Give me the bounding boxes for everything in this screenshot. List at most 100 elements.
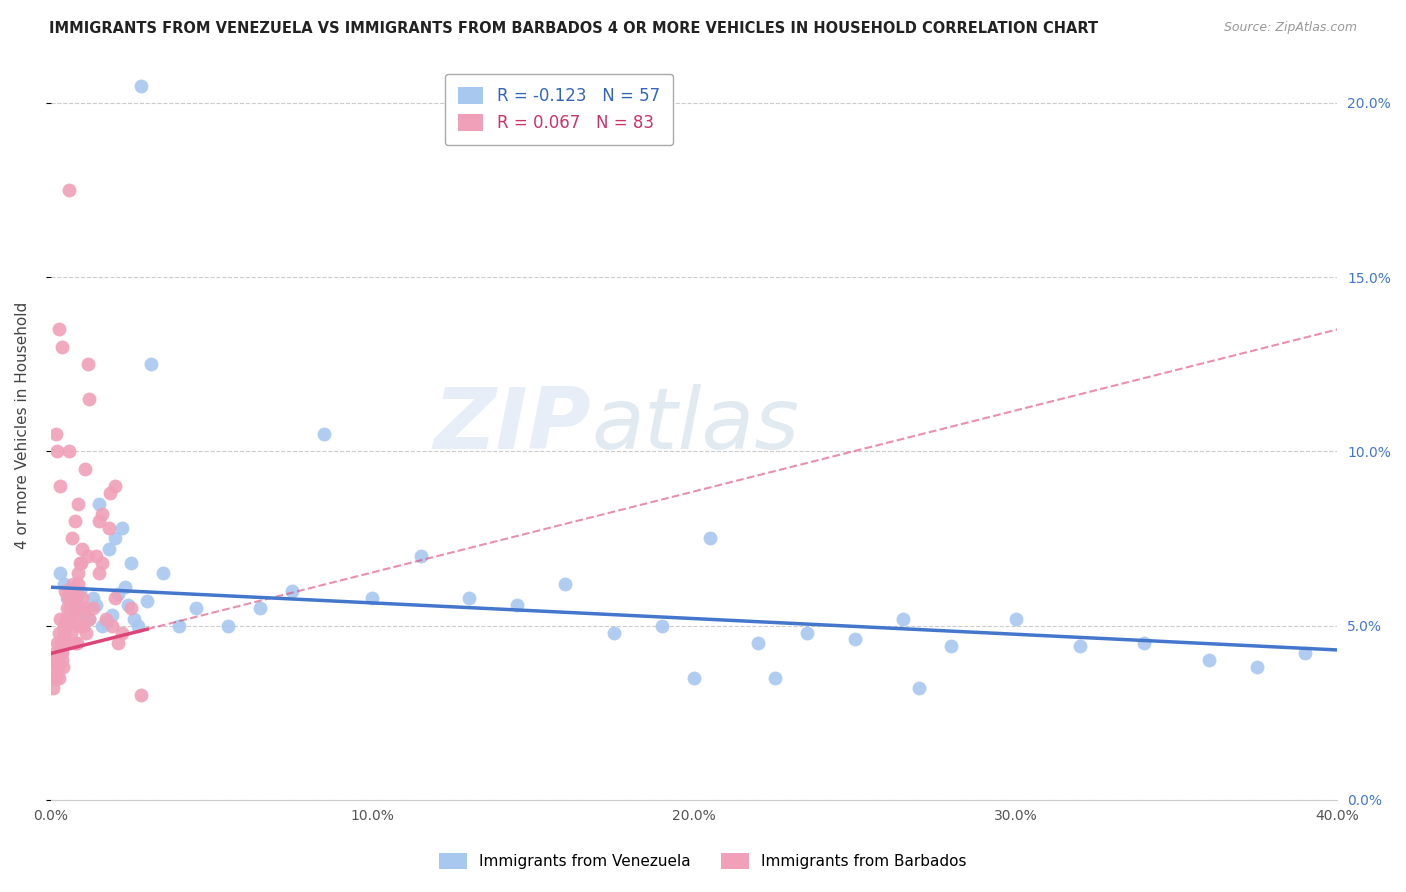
Point: [651, 618, 673, 632]
Point: [506, 598, 529, 612]
Point: [91, 507, 114, 521]
Point: [602, 625, 624, 640]
Point: [70, 618, 93, 632]
Point: [124, 611, 146, 625]
Point: [110, 625, 132, 640]
Point: [52, 618, 75, 632]
Point: [101, 618, 124, 632]
Point: [941, 640, 963, 654]
Point: [91, 556, 114, 570]
Point: [844, 632, 866, 647]
Point: [69, 601, 91, 615]
Point: [1294, 647, 1316, 661]
Point: [763, 671, 786, 685]
Legend: Immigrants from Venezuela, Immigrants from Barbados: Immigrants from Venezuela, Immigrants fr…: [433, 847, 973, 875]
Point: [249, 601, 271, 615]
Point: [58, 444, 80, 458]
Text: IMMIGRANTS FROM VENEZUELA VS IMMIGRANTS FROM BARBADOS 4 OR MORE VEHICLES IN HOUS: IMMIGRANTS FROM VENEZUELA VS IMMIGRANTS …: [49, 21, 1098, 36]
Point: [65, 636, 87, 650]
Point: [59, 625, 82, 640]
Point: [48, 625, 70, 640]
Point: [101, 608, 124, 623]
Point: [73, 601, 96, 615]
Point: [94, 611, 117, 625]
Point: [217, 618, 239, 632]
Point: [67, 618, 90, 632]
Point: [94, 615, 117, 629]
Point: [59, 594, 82, 608]
Point: [44, 653, 66, 667]
Point: [1133, 636, 1156, 650]
Point: [63, 583, 86, 598]
Point: [48, 671, 70, 685]
Point: [69, 556, 91, 570]
Point: [104, 532, 127, 546]
Point: [97, 541, 120, 556]
Point: [361, 591, 384, 605]
Point: [44, 647, 66, 661]
Text: atlas: atlas: [591, 384, 799, 467]
Point: [49, 479, 72, 493]
Point: [48, 322, 70, 336]
Point: [52, 576, 75, 591]
Point: [59, 601, 82, 615]
Point: [75, 625, 97, 640]
Point: [56, 591, 79, 605]
Point: [129, 78, 152, 93]
Point: [70, 556, 93, 570]
Point: [139, 357, 162, 371]
Point: [49, 636, 72, 650]
Point: [91, 618, 114, 632]
Point: [1069, 640, 1091, 654]
Point: [62, 576, 84, 591]
Point: [58, 183, 80, 197]
Point: [120, 601, 142, 615]
Point: [46, 636, 69, 650]
Point: [1246, 660, 1268, 674]
Point: [60, 611, 83, 625]
Point: [79, 392, 101, 406]
Point: [1198, 653, 1220, 667]
Point: [314, 426, 336, 441]
Point: [79, 611, 101, 625]
Point: [152, 566, 174, 581]
Point: [46, 444, 69, 458]
Point: [98, 486, 121, 500]
Point: [114, 580, 136, 594]
Point: [52, 660, 75, 674]
Point: [458, 591, 481, 605]
Point: [72, 591, 94, 605]
Point: [53, 636, 76, 650]
Point: [891, 611, 914, 625]
Point: [65, 587, 87, 601]
Point: [53, 583, 76, 598]
Point: [53, 625, 76, 640]
Point: [136, 594, 159, 608]
Point: [281, 583, 304, 598]
Point: [117, 598, 139, 612]
Point: [908, 681, 931, 696]
Point: [70, 541, 93, 556]
Point: [554, 576, 576, 591]
Point: [42, 681, 65, 696]
Point: [84, 549, 107, 563]
Text: ZIP: ZIP: [433, 384, 591, 467]
Point: [63, 514, 86, 528]
Point: [110, 521, 132, 535]
Point: [49, 566, 72, 581]
Point: [45, 426, 67, 441]
Point: [51, 340, 73, 354]
Point: [45, 671, 67, 685]
Point: [62, 601, 84, 615]
Point: [51, 653, 73, 667]
Point: [67, 497, 90, 511]
Point: [104, 479, 127, 493]
Point: [45, 653, 67, 667]
Point: [42, 660, 65, 674]
Point: [56, 601, 79, 615]
Point: [58, 636, 80, 650]
Y-axis label: 4 or more Vehicles in Household: 4 or more Vehicles in Household: [15, 301, 30, 549]
Point: [63, 601, 86, 615]
Text: Source: ZipAtlas.com: Source: ZipAtlas.com: [1223, 21, 1357, 34]
Point: [87, 514, 110, 528]
